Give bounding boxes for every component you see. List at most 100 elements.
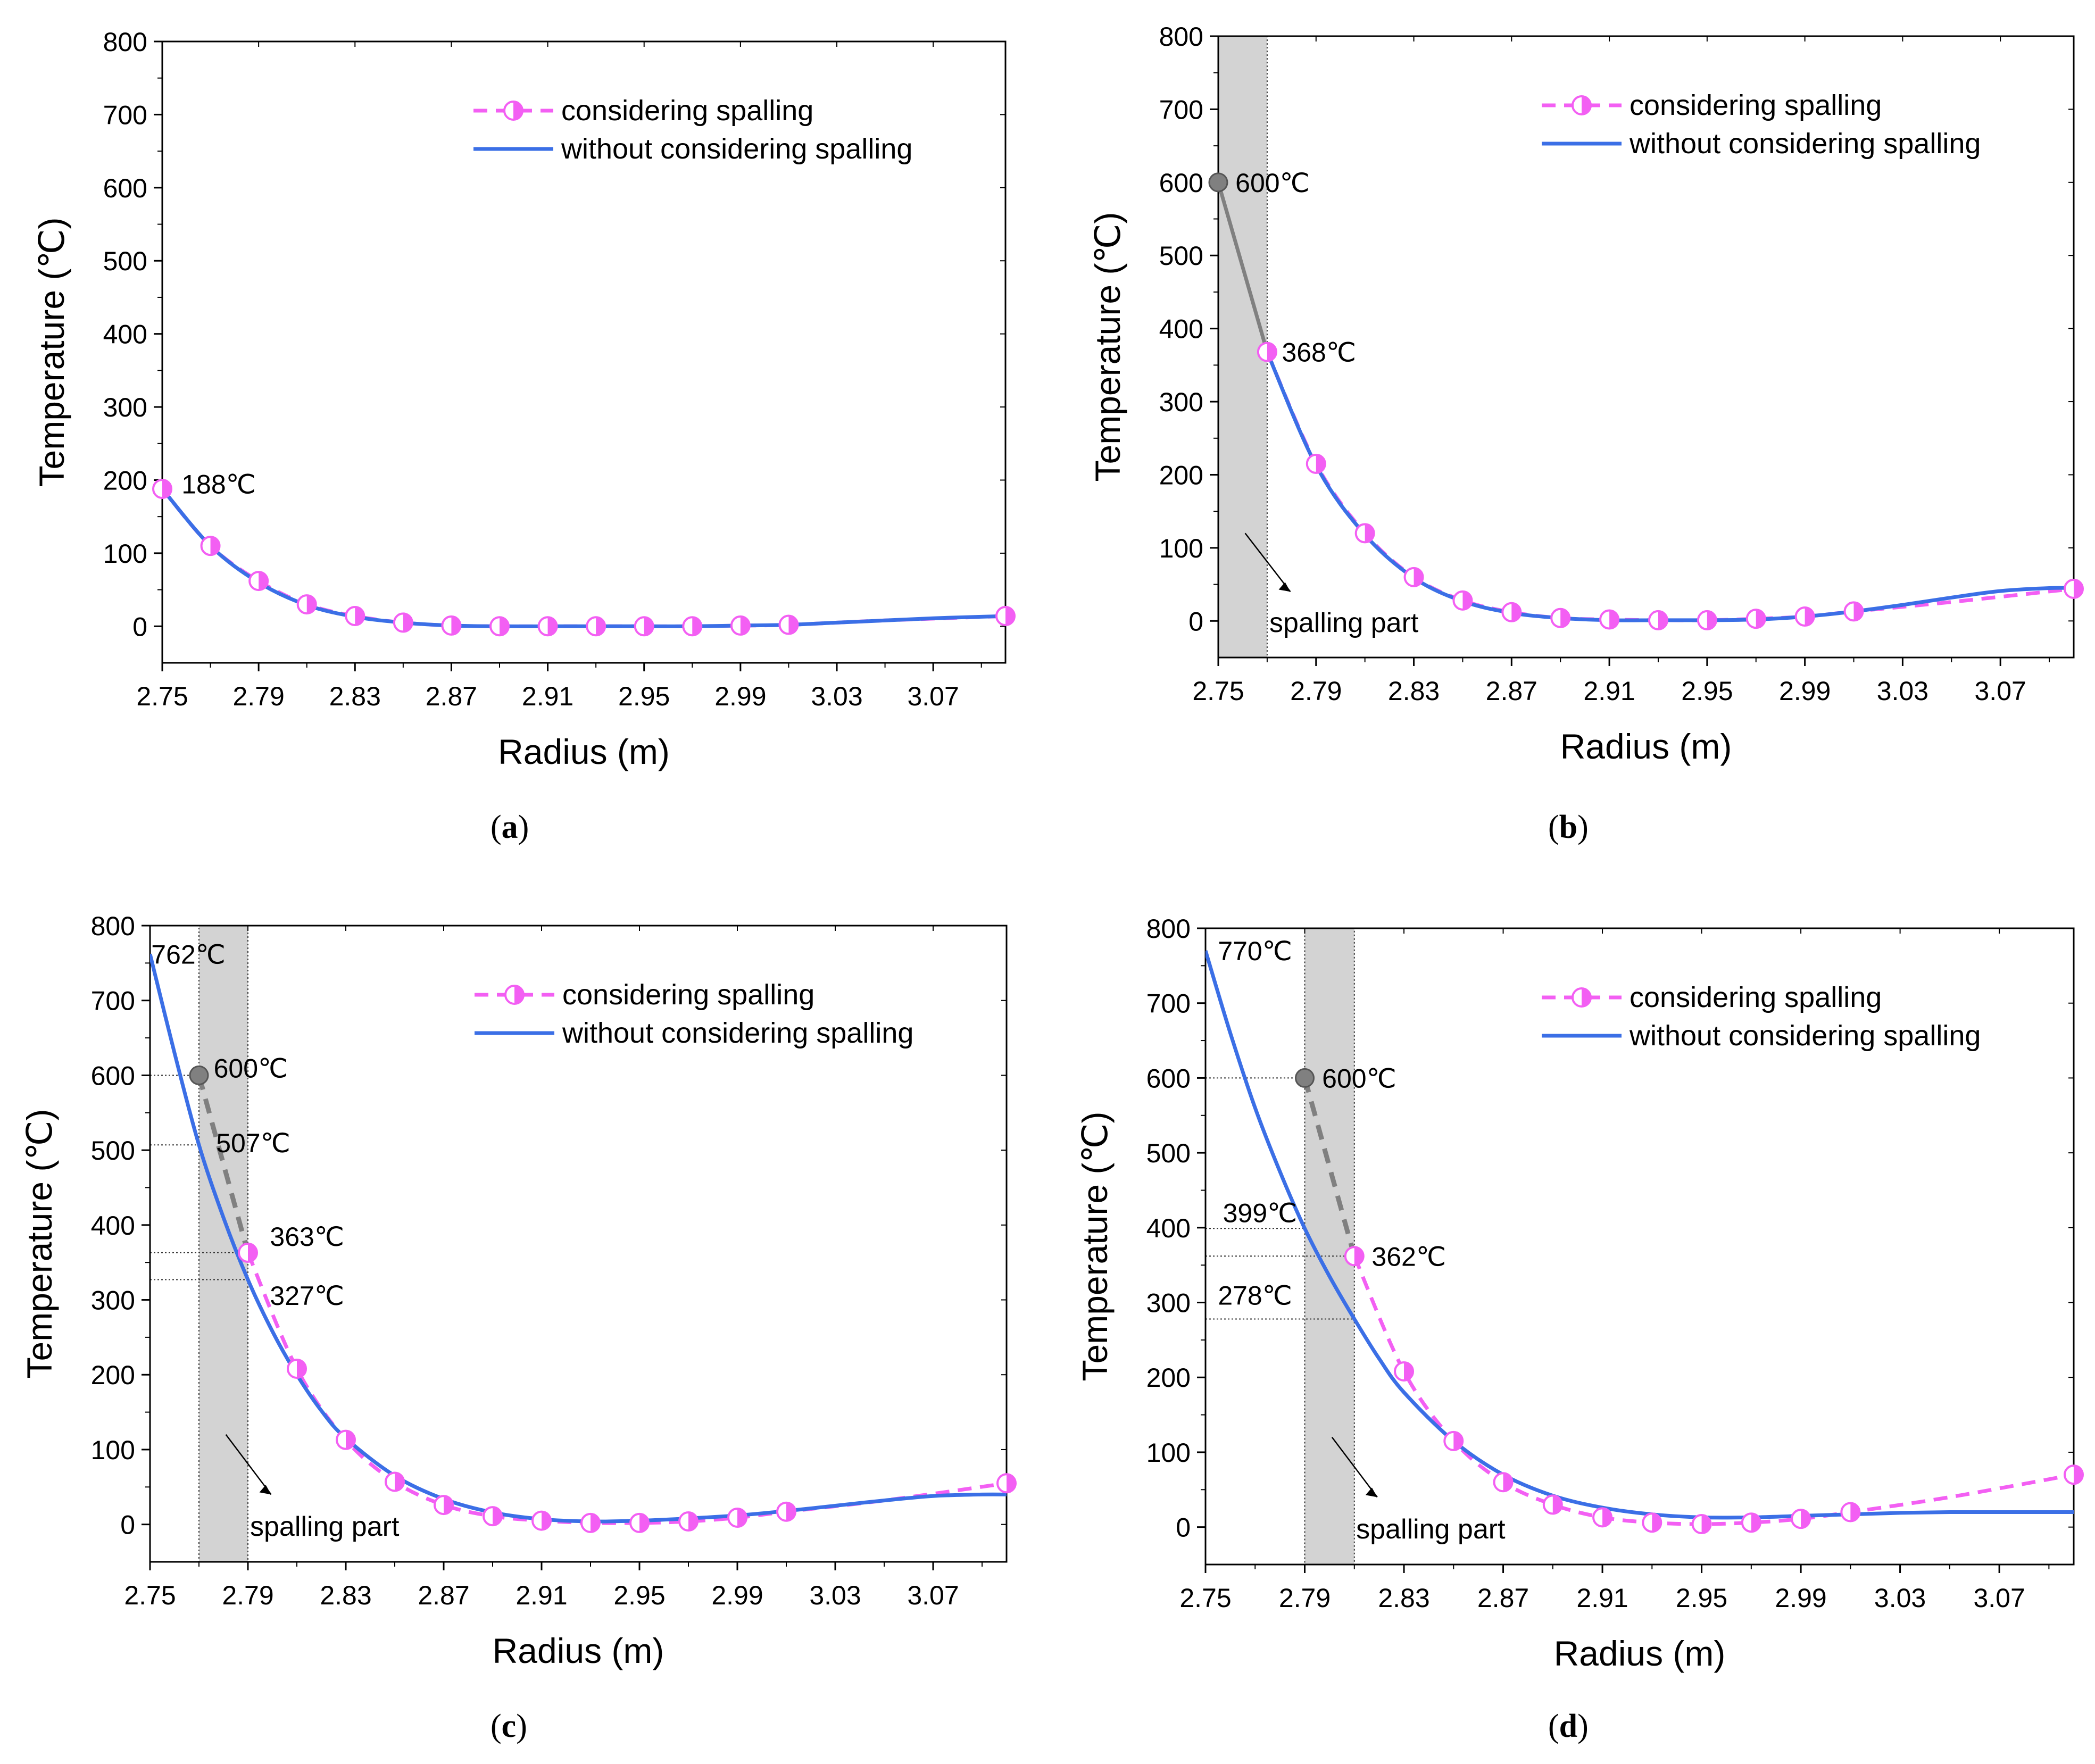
data-point-fill [740, 616, 750, 635]
data-point-fill [1751, 1513, 1760, 1532]
annotation-1: 368℃ [1282, 338, 1356, 368]
series-without-considering-spalling [162, 487, 1005, 628]
gray-data-point [1295, 1068, 1315, 1088]
x-tick-label: 3.03 [1877, 676, 1928, 706]
y-tick-label: 600 [1159, 168, 1203, 198]
y-tick-label: 300 [1146, 1288, 1191, 1318]
data-point-fill [1511, 603, 1521, 621]
legend-label-without: without considering spalling [562, 1017, 913, 1049]
y-axis-label: Temperature (℃) [1075, 1112, 1115, 1382]
x-tick-label: 2.95 [613, 1580, 665, 1610]
caption-c: (c) [491, 1708, 527, 1744]
y-tick-label: 300 [91, 1286, 135, 1316]
x-axis-label: Radius (m) [493, 1631, 664, 1670]
data-point-fill [2074, 579, 2083, 598]
data-point-fill [297, 1359, 306, 1378]
y-tick-label: 600 [91, 1061, 135, 1091]
y-tick-label: 400 [1146, 1213, 1191, 1243]
y-tick-label: 100 [1159, 534, 1203, 563]
gray-data-point [1208, 172, 1228, 193]
legend-label-considering: considering spalling [561, 95, 813, 127]
legend-marker-considering-fill [1582, 988, 1591, 1006]
series-gray-segment [1218, 181, 1269, 353]
data-point-fill [1414, 568, 1423, 586]
y-tick-label: 0 [1188, 606, 1203, 636]
spalling-arrow-head [1365, 1487, 1377, 1497]
y-tick-label: 0 [132, 612, 147, 642]
annotation-4: 278℃ [1218, 1280, 1292, 1310]
y-tick-label: 0 [120, 1510, 135, 1540]
x-tick-label: 2.75 [136, 681, 188, 711]
series-group [1218, 181, 2074, 622]
spalling-arrow-head [259, 1485, 271, 1495]
x-tick-label: 2.79 [1279, 1583, 1331, 1613]
y-tick-label: 0 [1176, 1513, 1191, 1543]
y-tick-label: 400 [1159, 314, 1203, 344]
data-point-fill [1354, 1247, 1364, 1266]
legend-marker-considering-fill [514, 986, 523, 1004]
x-tick-label: 2.87 [426, 681, 477, 711]
x-tick-label: 2.83 [1378, 1583, 1429, 1613]
legend-item-considering: considering spalling [475, 979, 814, 1011]
x-tick-label: 3.07 [1975, 676, 2026, 706]
data-point-fill [451, 616, 461, 635]
series-considering-spalling [162, 487, 1005, 628]
legend-item-without: without considering spalling [473, 133, 912, 165]
legend-marker-considering-fill [513, 102, 522, 120]
data-point-fill [1316, 454, 1325, 473]
y-tick-label: 300 [103, 393, 147, 422]
legend-item-without: without considering spalling [1542, 1020, 1981, 1052]
series-without-considering-spalling [1206, 950, 2074, 1520]
data-point-fill [1267, 343, 1276, 361]
x-tick-label: 2.91 [516, 1580, 567, 1610]
y-tick-label: 500 [103, 246, 147, 276]
data-point-fill [547, 617, 557, 636]
data-point-fill [1404, 1362, 1414, 1380]
annotation-4: 327℃ [270, 1281, 344, 1311]
data-point-fill [395, 1472, 404, 1491]
spalling-arrow [1244, 532, 1291, 593]
annotation-3: 363℃ [270, 1222, 344, 1252]
data-point-fill [355, 607, 364, 626]
spalling-region [198, 925, 248, 1562]
annotation-0: 600℃ [1235, 168, 1310, 198]
annotation-0: 188℃ [181, 469, 256, 499]
annotation-1: 600℃ [214, 1053, 288, 1083]
y-tick-label: 600 [1146, 1063, 1191, 1093]
x-tick-label: 2.83 [320, 1580, 371, 1610]
y-tick-label: 500 [1159, 241, 1203, 271]
data-point-fill [346, 1430, 355, 1449]
annotation-0: 770℃ [1218, 936, 1292, 966]
data-point-fill [306, 595, 316, 614]
data-point-fill [162, 479, 171, 498]
y-axis-label: Temperature (℃) [32, 218, 71, 487]
y-tick-label: 300 [1159, 387, 1203, 417]
data-point-fill [1652, 1513, 1661, 1532]
y-tick-label: 200 [91, 1360, 135, 1390]
x-tick-label: 2.91 [1576, 1583, 1628, 1613]
y-tick-label: 600 [103, 173, 147, 203]
y-tick-label: 800 [91, 911, 135, 941]
data-point-fill [688, 1512, 697, 1531]
y-tick-label: 100 [103, 539, 147, 569]
x-tick-label: 2.99 [711, 1580, 763, 1610]
annotation-3: 362℃ [1371, 1242, 1446, 1271]
series-without-considering-spalling [150, 953, 1007, 1524]
x-tick-label: 2.99 [1779, 676, 1831, 706]
y-tick-label: 700 [103, 100, 147, 130]
plot-frame [1204, 927, 2075, 1566]
legend-label-considering: considering spalling [562, 979, 814, 1011]
x-tick-label: 2.99 [1775, 1583, 1826, 1613]
y-tick-label: 700 [1146, 989, 1191, 1019]
data-point-fill [248, 1243, 257, 1262]
legend-item-considering: considering spalling [1542, 981, 1882, 1013]
spalling-arrow [225, 1434, 272, 1495]
caption-b: (b) [1548, 809, 1589, 845]
data-point-fill [1365, 524, 1374, 543]
legend-label-without: without considering spalling [1629, 1020, 1981, 1052]
data-point-fill [596, 617, 605, 636]
legend-marker-considering-fill [1582, 96, 1591, 114]
data-point-fill [644, 617, 653, 636]
y-tick-label: 400 [103, 320, 147, 350]
